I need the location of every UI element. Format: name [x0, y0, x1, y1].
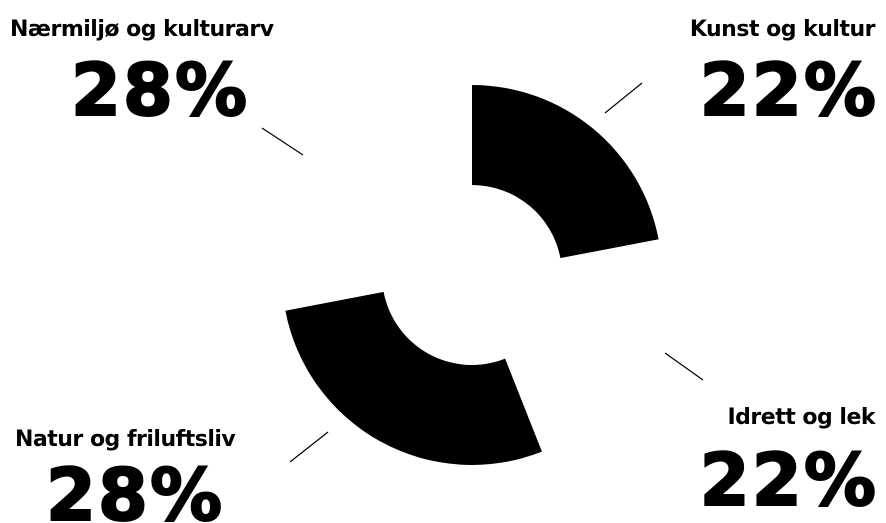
donut-segment [472, 85, 659, 259]
value-label: 22% [700, 438, 878, 522]
category-label: Idrett og lek [727, 405, 876, 430]
leader-line [664, 352, 704, 381]
donut-segment [282, 85, 472, 311]
value-label: 22% [700, 48, 878, 132]
donut-segment [505, 239, 662, 452]
value-label: 28% [71, 48, 249, 132]
category-label: Natur og friluftsliv [15, 427, 236, 452]
leader-line [604, 82, 643, 114]
leader-line [289, 431, 329, 463]
donut-segment [285, 291, 542, 465]
leader-line [261, 127, 304, 156]
category-label: Nærmiljø og kulturarv [10, 17, 275, 42]
category-label: Kunst og kultur [690, 17, 876, 42]
value-label: 28% [46, 453, 224, 523]
